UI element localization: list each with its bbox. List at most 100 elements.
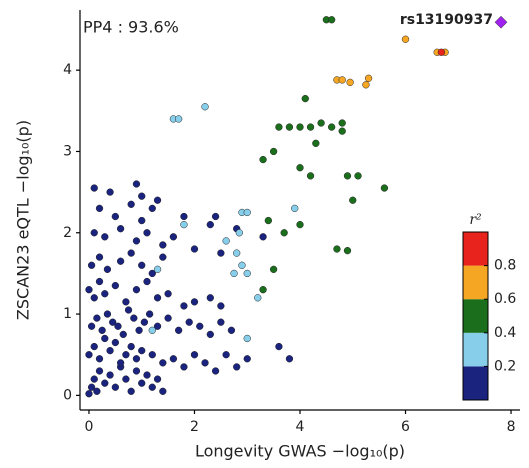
colorbar-bin [463, 265, 488, 300]
colorbar-bin [463, 366, 488, 400]
point [138, 261, 146, 269]
point [148, 204, 156, 213]
point [354, 172, 362, 180]
point [211, 212, 220, 221]
point [190, 351, 199, 359]
point [233, 363, 241, 371]
point [180, 363, 188, 371]
point [138, 379, 146, 387]
point [269, 147, 278, 156]
point [90, 229, 98, 237]
point [90, 294, 98, 302]
point [243, 355, 251, 363]
point [333, 245, 341, 253]
point [135, 326, 143, 334]
point [159, 241, 167, 249]
point [148, 383, 156, 391]
point [306, 123, 315, 131]
point [127, 387, 135, 395]
y-tick-label: 0 [63, 387, 72, 403]
point [343, 172, 352, 180]
point [111, 383, 119, 391]
point [159, 387, 167, 395]
point [98, 326, 106, 334]
point [349, 196, 357, 204]
point [122, 375, 130, 383]
point [127, 249, 135, 257]
y-axis-label: ZSCAN23 eQTL −log₁₀(p) [14, 120, 33, 320]
x-tick-label: 2 [190, 419, 199, 435]
x-tick-label: 8 [507, 419, 516, 435]
point [95, 355, 104, 363]
point [338, 127, 346, 135]
point [116, 225, 125, 233]
point [196, 322, 204, 330]
point [227, 326, 236, 334]
colorbar-tick-label: 0.4 [494, 325, 516, 341]
point [346, 78, 354, 87]
point [103, 265, 112, 273]
y-tick-label: 3 [63, 143, 72, 159]
annotation: PP4 : 93.6% [83, 18, 179, 37]
point [106, 188, 114, 196]
lead-point [494, 15, 508, 29]
point [101, 334, 109, 343]
point [328, 16, 336, 24]
point [90, 375, 98, 383]
point [217, 318, 225, 326]
point [140, 318, 149, 326]
point [275, 123, 283, 131]
point [180, 302, 188, 310]
point [93, 387, 101, 395]
point [95, 253, 104, 261]
point [338, 119, 346, 127]
point [164, 314, 172, 322]
point [127, 342, 135, 351]
point [122, 351, 130, 359]
colorbar-title: r² [469, 212, 482, 228]
point [269, 265, 278, 273]
point [364, 74, 373, 82]
point [153, 375, 162, 383]
point [127, 200, 135, 208]
point [124, 306, 133, 314]
point [217, 302, 225, 310]
point [362, 81, 370, 89]
point [312, 139, 320, 147]
point [296, 220, 304, 229]
point [95, 277, 104, 286]
point [169, 355, 178, 363]
point [111, 212, 119, 221]
point [114, 322, 122, 330]
colorbar-bin [463, 232, 488, 266]
point [296, 123, 304, 131]
point [138, 192, 146, 200]
point [285, 355, 294, 363]
point [259, 286, 267, 294]
point [190, 298, 199, 306]
point [238, 261, 246, 269]
y-tick-label: 2 [63, 225, 72, 241]
point [206, 294, 214, 302]
point [185, 318, 193, 326]
point [153, 322, 162, 330]
point [138, 216, 146, 225]
point [87, 383, 96, 391]
point [180, 220, 188, 229]
point [217, 249, 225, 257]
x-tick-label: 6 [401, 419, 410, 435]
point [230, 269, 238, 278]
point [301, 94, 309, 103]
point [243, 269, 251, 278]
point [180, 212, 188, 221]
point [106, 347, 114, 355]
point [169, 233, 178, 241]
colorbar-tick-label: 0.6 [494, 291, 516, 307]
point [338, 76, 346, 84]
point [122, 298, 130, 306]
point [148, 351, 156, 359]
point [148, 326, 156, 334]
point [235, 229, 243, 237]
point [222, 351, 230, 359]
point [285, 123, 294, 131]
